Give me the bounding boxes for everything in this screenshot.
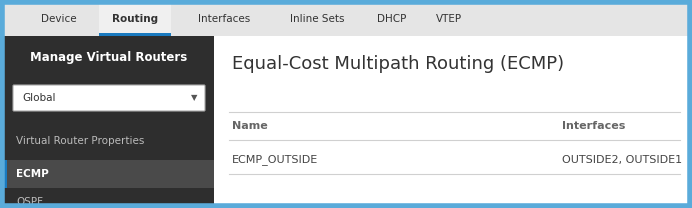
Text: ECMP_OUTSIDE: ECMP_OUTSIDE [232, 155, 318, 165]
Bar [4, 160, 214, 188]
Text: Interfaces: Interfaces [562, 121, 626, 131]
Text: Routing: Routing [112, 14, 158, 24]
Bar [4, 4, 688, 36]
Bar [99, 33, 171, 36]
Text: OSPF: OSPF [16, 197, 43, 207]
Text: Virtual Router Properties: Virtual Router Properties [16, 136, 145, 146]
Bar [4, 36, 214, 204]
Text: DHCP: DHCP [377, 14, 406, 24]
Text: Equal-Cost Multipath Routing (ECMP): Equal-Cost Multipath Routing (ECMP) [232, 55, 564, 73]
Text: Manage Virtual Routers: Manage Virtual Routers [30, 52, 188, 64]
Bar [4, 188, 214, 208]
Bar [4, 160, 7, 188]
Bar [424, 4, 474, 36]
Text: Name: Name [232, 121, 268, 131]
Bar [214, 36, 688, 204]
Bar [24, 4, 94, 36]
Text: ECMP: ECMP [16, 169, 48, 179]
Bar [4, 127, 214, 155]
FancyBboxPatch shape [13, 85, 205, 111]
Bar [179, 4, 269, 36]
Text: Global: Global [22, 93, 55, 103]
Text: Interfaces: Interfaces [198, 14, 250, 24]
Text: OUTSIDE2, OUTSIDE1: OUTSIDE2, OUTSIDE1 [562, 155, 682, 165]
Text: VTEP: VTEP [436, 14, 462, 24]
Bar [99, 4, 171, 36]
Text: Inline Sets: Inline Sets [290, 14, 344, 24]
Text: Device: Device [42, 14, 77, 24]
Bar [364, 4, 419, 36]
Text: ▼: ▼ [191, 94, 197, 103]
Bar [276, 4, 358, 36]
